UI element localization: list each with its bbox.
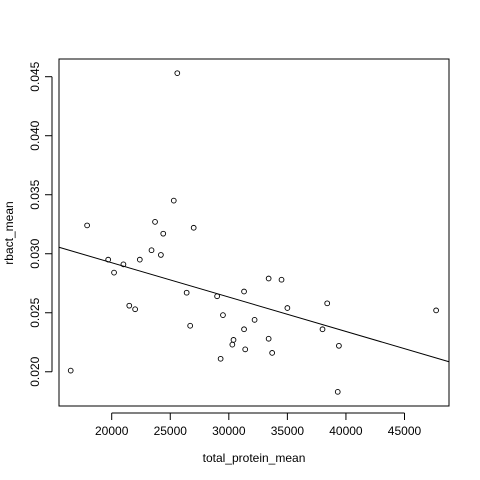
data-point	[187, 322, 194, 329]
data-point	[284, 305, 291, 311]
y-tick-label: 0.020	[28, 356, 42, 386]
data-point	[251, 316, 258, 323]
data-point	[433, 307, 439, 314]
data-point	[220, 312, 226, 318]
data-point	[84, 222, 90, 229]
data-point	[241, 288, 247, 295]
x-tick-label: 25000	[154, 424, 188, 438]
data-point	[269, 350, 276, 356]
data-point	[136, 256, 143, 263]
data-point	[126, 302, 133, 309]
data-point	[111, 269, 117, 276]
data-point	[67, 367, 74, 374]
y-tick-label: 0.045	[28, 61, 42, 91]
data-point	[214, 293, 220, 300]
x-axis: 20000 25000 30000 35000 40000 45000	[95, 412, 422, 438]
data-point	[148, 247, 155, 254]
data-point	[241, 326, 247, 333]
data-point	[242, 346, 249, 353]
x-tick-label: 35000	[271, 424, 305, 438]
x-tick-label: 45000	[388, 424, 422, 438]
data-point	[120, 261, 127, 268]
data-point	[170, 197, 177, 204]
data-point	[324, 300, 331, 307]
data-point	[158, 252, 164, 258]
data-point	[319, 326, 326, 333]
y-axis-title: rbact_mean	[2, 201, 16, 264]
data-point	[217, 355, 224, 362]
data-point	[334, 388, 341, 395]
points-layer	[67, 70, 439, 395]
data-point	[183, 289, 190, 296]
y-axis: 0.020 0.025 0.030 0.035 0.040 0.045	[28, 61, 53, 387]
data-point	[265, 275, 272, 282]
data-point	[265, 335, 272, 342]
plot-frame	[58, 58, 450, 407]
data-point	[152, 219, 158, 225]
x-tick-label: 40000	[329, 424, 363, 438]
y-tick-label: 0.030	[28, 238, 42, 268]
data-point	[190, 224, 197, 231]
data-point	[132, 306, 138, 313]
y-tick-label: 0.035	[28, 179, 42, 209]
x-tick-label: 20000	[95, 424, 129, 438]
y-tick-label: 0.025	[28, 297, 42, 327]
data-point	[278, 276, 285, 283]
y-tick-label: 0.040	[28, 120, 42, 150]
data-point	[105, 256, 112, 263]
data-point	[160, 230, 167, 237]
data-point	[230, 337, 237, 343]
data-point	[336, 342, 342, 349]
x-tick-label: 30000	[212, 424, 246, 438]
data-point	[174, 70, 181, 77]
x-axis-title: total_protein_mean	[203, 451, 306, 465]
